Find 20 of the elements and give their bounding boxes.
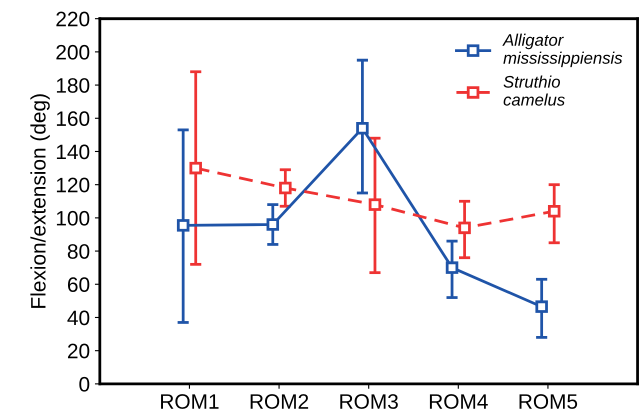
y-tick-label: 200 <box>56 44 90 60</box>
y-tick-label: 40 <box>67 310 90 326</box>
y-tick-label: 140 <box>56 144 90 160</box>
x-tick-label: ROM2 <box>250 394 308 409</box>
x-tick-label: ROM4 <box>430 394 488 409</box>
x-tick-label: ROM5 <box>520 394 578 409</box>
y-tick-label: 180 <box>56 78 90 93</box>
y-tick-label: 20 <box>68 344 90 358</box>
x-tick-label: ROM3 <box>340 394 398 409</box>
y-tick-label: 100 <box>56 210 90 226</box>
legend-label: Alligator mississippiensis <box>502 34 622 68</box>
y-tick-label: 220 <box>56 12 90 26</box>
x-tick-label: ROM1 <box>161 394 219 409</box>
y-tick-label: 160 <box>56 111 90 126</box>
legend-label: Struthio camelus <box>504 75 565 106</box>
y-tick-label: 60 <box>68 277 90 292</box>
y-tick-label: 120 <box>56 178 90 192</box>
y-axis-title: Flexion/extension (deg) <box>30 94 50 308</box>
y-tick-label: 0 <box>79 376 90 392</box>
y-tick-label: 80 <box>68 244 90 259</box>
